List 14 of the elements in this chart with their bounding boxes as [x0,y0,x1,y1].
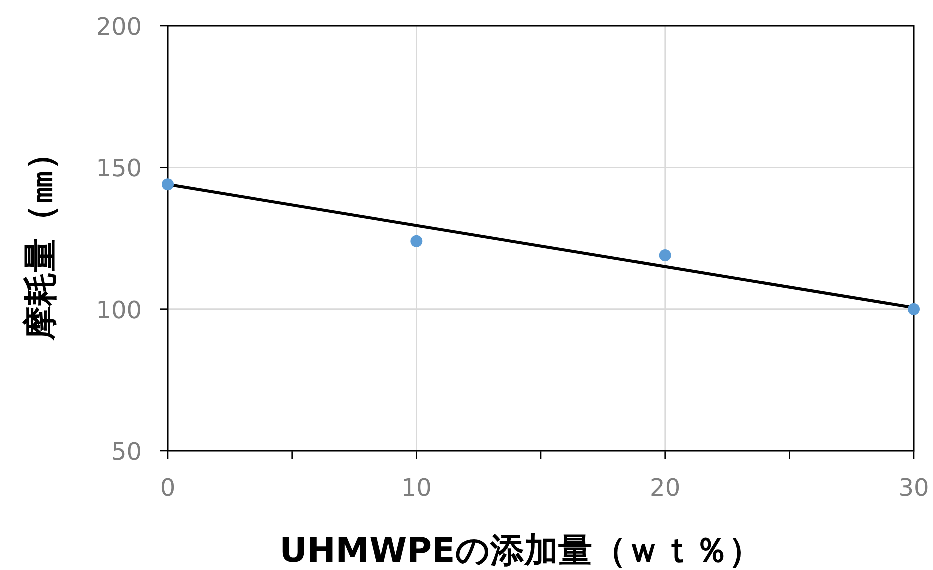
point [908,303,920,316]
x-tick-label: 10 [401,474,432,502]
y-tick-label: 200 [96,13,142,41]
y-tick-label: 150 [96,154,142,183]
point [410,235,423,248]
x-tick-label: 30 [898,474,930,502]
x-axis-title: UHMWPEの添加量（ｗｔ％） [280,531,762,570]
y-tick-label: 50 [111,438,142,466]
point [162,178,174,191]
x-tick-label: 20 [650,474,681,502]
y-axis-title: 摩耗量（㎜） [21,136,61,342]
x-tick-label: 0 [160,474,176,502]
y-tick-label: 100 [96,296,142,324]
point [659,250,672,262]
